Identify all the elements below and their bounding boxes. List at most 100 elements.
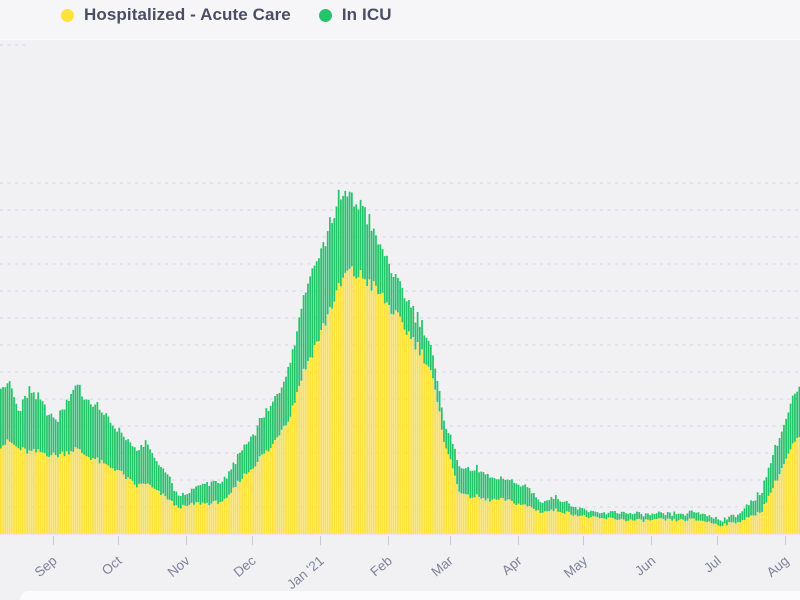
icu-bar[interactable] [504,479,507,501]
icu-bar[interactable] [530,493,533,508]
icu-bar[interactable] [625,513,627,522]
icu-bar[interactable] [76,384,79,449]
acute-care-bar[interactable] [383,303,386,534]
icu-bar[interactable] [519,486,522,505]
acute-care-bar[interactable] [548,511,551,534]
icu-bar[interactable] [486,473,489,499]
icu-bar[interactable] [201,483,204,503]
acute-care-bar[interactable] [30,451,33,534]
icu-bar[interactable] [785,418,788,459]
icu-bar[interactable] [361,205,364,279]
icu-bar[interactable] [236,453,239,481]
acute-care-bar[interactable] [228,494,230,534]
acute-care-bar[interactable] [585,517,588,534]
icu-bar[interactable] [704,514,706,522]
icu-bar[interactable] [769,463,772,493]
icu-bar[interactable] [100,412,103,461]
icu-bar[interactable] [135,450,138,488]
acute-care-bar[interactable] [48,456,51,534]
icu-bar[interactable] [41,401,44,453]
icu-bar[interactable] [168,476,171,500]
acute-care-bar[interactable] [324,325,327,534]
acute-care-bar[interactable] [502,498,505,534]
icu-bar[interactable] [723,517,726,524]
acute-care-bar[interactable] [550,509,553,534]
acute-care-bar[interactable] [76,448,79,534]
acute-care-bar[interactable] [168,499,171,534]
icu-bar[interactable] [10,388,13,444]
icu-bar[interactable] [219,483,222,503]
acute-care-bar[interactable] [116,469,119,534]
icu-bar[interactable] [59,410,61,454]
acute-care-bar[interactable] [517,503,520,534]
acute-care-bar[interactable] [598,518,601,534]
acute-care-bar[interactable] [267,451,270,534]
icu-bar[interactable] [98,409,101,464]
icu-bar[interactable] [175,491,178,506]
acute-care-bar[interactable] [32,448,35,534]
acute-care-bar[interactable] [783,464,785,534]
acute-care-bar[interactable] [265,450,268,534]
acute-care-bar[interactable] [515,505,518,534]
icu-bar[interactable] [28,386,31,451]
acute-care-bar[interactable] [467,494,469,534]
acute-care-bar[interactable] [636,519,638,534]
icu-bar[interactable] [210,481,213,504]
icu-bar[interactable] [289,362,292,417]
acute-care-bar[interactable] [710,523,713,534]
acute-care-bar[interactable] [46,456,48,534]
icu-bar[interactable] [697,512,700,521]
legend-item-icu[interactable]: In ICU [318,5,392,25]
acute-care-bar[interactable] [712,523,715,534]
icu-bar[interactable] [497,479,500,500]
icu-bar[interactable] [682,514,684,520]
acute-care-bar[interactable] [370,290,373,534]
acute-care-bar[interactable] [486,498,489,534]
acute-care-bar[interactable] [565,511,568,534]
icu-bar[interactable] [160,466,162,496]
acute-care-bar[interactable] [530,507,533,534]
icu-bar[interactable] [116,431,119,470]
acute-care-bar[interactable] [223,498,226,534]
acute-care-bar[interactable] [633,520,636,534]
icu-bar[interactable] [677,513,680,521]
acute-care-bar[interactable] [761,511,763,534]
acute-care-bar[interactable] [57,457,59,534]
acute-care-bar[interactable] [568,511,570,534]
acute-care-bar[interactable] [576,516,579,534]
acute-care-bar[interactable] [684,521,687,534]
acute-care-bar[interactable] [730,522,733,534]
acute-care-bar[interactable] [311,357,314,534]
acute-care-bar[interactable] [399,316,401,534]
acute-care-bar[interactable] [546,511,548,534]
acute-care-bar[interactable] [339,286,342,534]
acute-care-bar[interactable] [465,494,467,534]
acute-care-bar[interactable] [230,492,233,534]
icu-bar[interactable] [296,331,298,393]
icu-bar[interactable] [429,344,432,371]
icu-bar[interactable] [798,386,800,438]
acute-care-bar[interactable] [8,441,11,534]
icu-bar[interactable] [291,349,294,406]
acute-care-bar[interactable] [329,306,331,534]
icu-bar[interactable] [570,506,573,515]
acute-care-bar[interactable] [195,502,197,534]
icu-bar[interactable] [449,434,452,460]
icu-bar[interactable] [649,515,652,521]
acute-care-bar[interactable] [17,448,20,534]
icu-bar[interactable] [234,464,237,488]
icu-bar[interactable] [193,488,195,505]
icu-bar[interactable] [758,495,761,513]
acute-care-bar[interactable] [6,439,9,534]
acute-care-bar[interactable] [160,495,162,534]
acute-care-bar[interactable] [508,499,511,534]
icu-bar[interactable] [302,295,305,369]
acute-care-bar[interactable] [285,425,287,534]
icu-bar[interactable] [151,453,154,488]
acute-care-bar[interactable] [171,500,173,534]
icu-bar[interactable] [318,258,320,342]
icu-bar[interactable] [261,418,263,455]
acute-care-bar[interactable] [798,437,800,534]
icu-bar[interactable] [557,499,559,512]
